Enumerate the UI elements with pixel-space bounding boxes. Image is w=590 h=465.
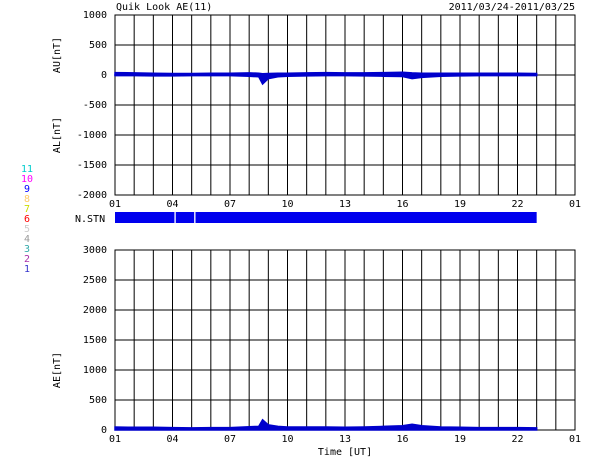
station-legend: 9 — [24, 184, 30, 195]
x-tick-label: 07 — [224, 199, 236, 210]
x-tick-label: 10 — [281, 434, 293, 445]
x-tick-label: 16 — [396, 434, 408, 445]
station-legend: 3 — [24, 244, 30, 255]
y-axis-title: AE[nT] — [52, 352, 63, 388]
nstn-bar — [195, 212, 537, 223]
y-tick-label: 3000 — [83, 245, 107, 256]
x-tick-label: 16 — [396, 199, 408, 210]
station-legend: 2 — [24, 254, 30, 265]
x-tick-label: 22 — [511, 199, 523, 210]
y-tick-label: -2000 — [77, 190, 107, 201]
plot-frame — [114, 14, 576, 196]
x-tick-label: 19 — [454, 199, 466, 210]
chart-title: Quik Look AE(11) — [116, 2, 212, 13]
x-axis-title: Time [UT] — [318, 447, 372, 458]
nstn-bar — [115, 212, 175, 223]
y-tick-label: 1500 — [83, 335, 107, 346]
x-tick-label: 13 — [339, 434, 351, 445]
y-tick-label: -1500 — [77, 160, 107, 171]
y-tick-label: 1000 — [83, 10, 107, 21]
y-tick-label: -1000 — [77, 130, 107, 141]
station-legend: 5 — [24, 224, 30, 235]
station-legend: 7 — [24, 204, 30, 215]
x-tick-label: 13 — [339, 199, 351, 210]
station-legend: 4 — [24, 234, 30, 245]
y-tick-label: 2500 — [83, 275, 107, 286]
x-tick-label: 19 — [454, 434, 466, 445]
station-legend: 11 — [21, 164, 33, 175]
nstn-label: N.STN — [75, 214, 105, 225]
station-legend: 10 — [21, 174, 33, 185]
x-tick-label: 01 — [109, 434, 121, 445]
y-tick-label: 0 — [101, 70, 107, 81]
y-axis-title: AU[nT] — [52, 37, 63, 73]
y-tick-label: 2000 — [83, 305, 107, 316]
x-tick-label: 01 — [109, 199, 121, 210]
area-series — [114, 74, 538, 86]
y-tick-label: -500 — [83, 100, 107, 111]
y-tick-label: 500 — [89, 395, 107, 406]
x-tick-label: 01 — [569, 434, 581, 445]
station-legend: 1 — [24, 264, 30, 275]
x-tick-label: 04 — [166, 434, 178, 445]
y-axis-title: AL[nT] — [52, 117, 63, 153]
y-tick-label: 1000 — [83, 365, 107, 376]
station-legend: 8 — [24, 194, 30, 205]
station-legend: 6 — [24, 214, 30, 225]
chart-date: 2011/03/24-2011/03/25 — [449, 2, 575, 13]
area-series — [114, 418, 538, 431]
y-tick-label: 500 — [89, 40, 107, 51]
x-tick-label: 07 — [224, 434, 236, 445]
nstn-bar — [175, 212, 195, 223]
x-tick-label: 10 — [281, 199, 293, 210]
x-tick-label: 01 — [569, 199, 581, 210]
x-tick-label: 22 — [511, 434, 523, 445]
x-tick-label: 04 — [166, 199, 178, 210]
y-tick-label: 0 — [101, 425, 107, 436]
